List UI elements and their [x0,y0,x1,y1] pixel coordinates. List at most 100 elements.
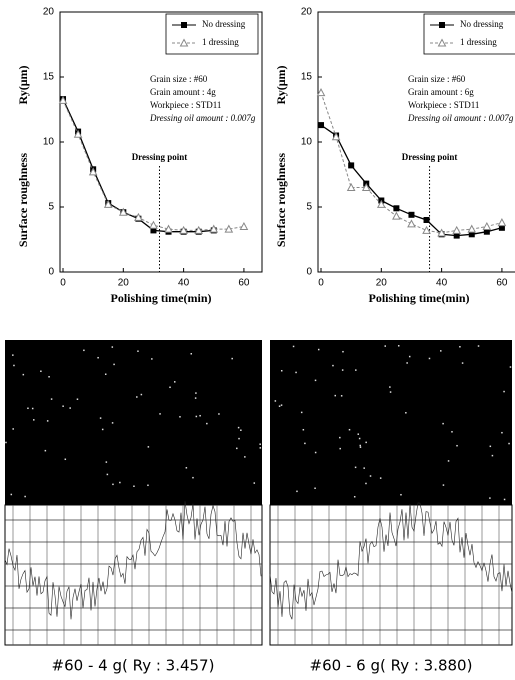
photo-speck [147,446,150,448]
legend-box [423,13,515,55]
photo-speck [99,417,102,419]
photo-speck [379,477,382,479]
x-tick-label: 40 [436,278,448,289]
photo-speck [332,364,334,367]
photo-speck [348,428,351,431]
photo-speck [451,431,453,433]
photo-speck [477,345,480,347]
photo-speck [140,393,143,396]
marker [392,211,401,220]
dressing-label: Dressing point [402,152,458,162]
marker [194,225,204,234]
photo-speck [69,407,71,409]
photo-speck [501,431,503,434]
legend-label: 1 dressing [202,37,239,47]
profile-trace [4,501,262,620]
photo-speck [199,414,201,417]
photo-speck [491,454,494,457]
x-tick-label: 0 [60,278,66,289]
marker [103,199,113,208]
profile-frame [269,504,513,646]
marker [88,167,98,176]
marker [73,129,83,138]
photo-speck [292,345,295,348]
photo-speck [104,373,107,376]
photo-speck [389,391,392,393]
marker [331,132,341,141]
photo-speck [389,386,391,388]
marker [239,221,249,230]
photo-speck [397,345,400,347]
marker [316,88,326,97]
x-tick-label: 40 [178,278,190,289]
y-axis-unit: Ry(μm) [16,65,30,104]
y-tick-label: 15 [43,72,55,83]
marker [58,95,68,104]
photo-speck [369,475,372,477]
photo-speck [314,451,317,454]
photo-speck [101,428,104,431]
marker [423,217,430,223]
photo-speck [190,353,193,355]
y-axis-label: Surface roughness [16,153,30,247]
photo-speck [106,473,109,476]
photo-speck [206,422,208,425]
y-tick-label: 15 [301,72,313,83]
photo-speck [278,405,281,407]
photo-speck [236,447,238,450]
y-tick-label: 5 [306,202,312,213]
photo-speck [133,485,135,487]
photo-speck [10,493,13,496]
annotation: Workpiece : STD11 [408,100,479,110]
photo-speck [218,413,220,415]
photo-speck [185,467,188,469]
photo-speck [179,416,181,418]
profile-trace [269,502,513,620]
photo-speck [342,350,344,353]
photo-speck [280,369,283,372]
photo-speck [240,429,242,431]
photo-speck [503,390,505,393]
photo-speck [408,355,411,358]
x-axis-label: Polishing time(min) [369,291,470,305]
photo-speck [46,420,49,422]
photo-speck [195,415,198,418]
photo-speck [48,376,50,378]
y-axis-label: Surface roughness [274,153,288,247]
photo-speck [111,346,114,348]
y-tick-label: 10 [43,137,55,148]
photo-speck [192,476,194,479]
series-line [320,124,503,237]
photo-speck [136,396,138,398]
photo-speck [489,497,491,499]
photo-speck [62,405,64,407]
photo-speck [147,484,149,487]
photo-speck [113,363,115,366]
photo-speck [442,422,444,425]
x-tick-label: 0 [318,278,324,289]
photo-speck [300,411,303,414]
photo-speck [459,346,461,348]
image-caption: #60 - 6 g( Ry : 3.880) [310,657,473,675]
photo-speck [97,356,99,359]
marker [361,182,371,191]
photo-speck [339,436,341,439]
photo-speck [259,447,262,449]
photo-speck [119,481,121,484]
photo-dark [270,340,512,505]
photo-speck [40,370,42,373]
y-tick-label: 0 [306,267,312,278]
x-tick-label: 60 [238,278,250,289]
photo-speck [244,456,246,458]
y-tick-label: 0 [48,267,54,278]
marker [453,232,460,239]
y-tick-label: 10 [301,137,313,148]
photo-speck [259,443,261,445]
photo-speck [280,404,283,406]
photo-speck [295,371,297,374]
marker [407,219,416,228]
photo-speck [64,458,67,461]
photo-speck [355,369,357,371]
photo-speck [231,357,233,360]
